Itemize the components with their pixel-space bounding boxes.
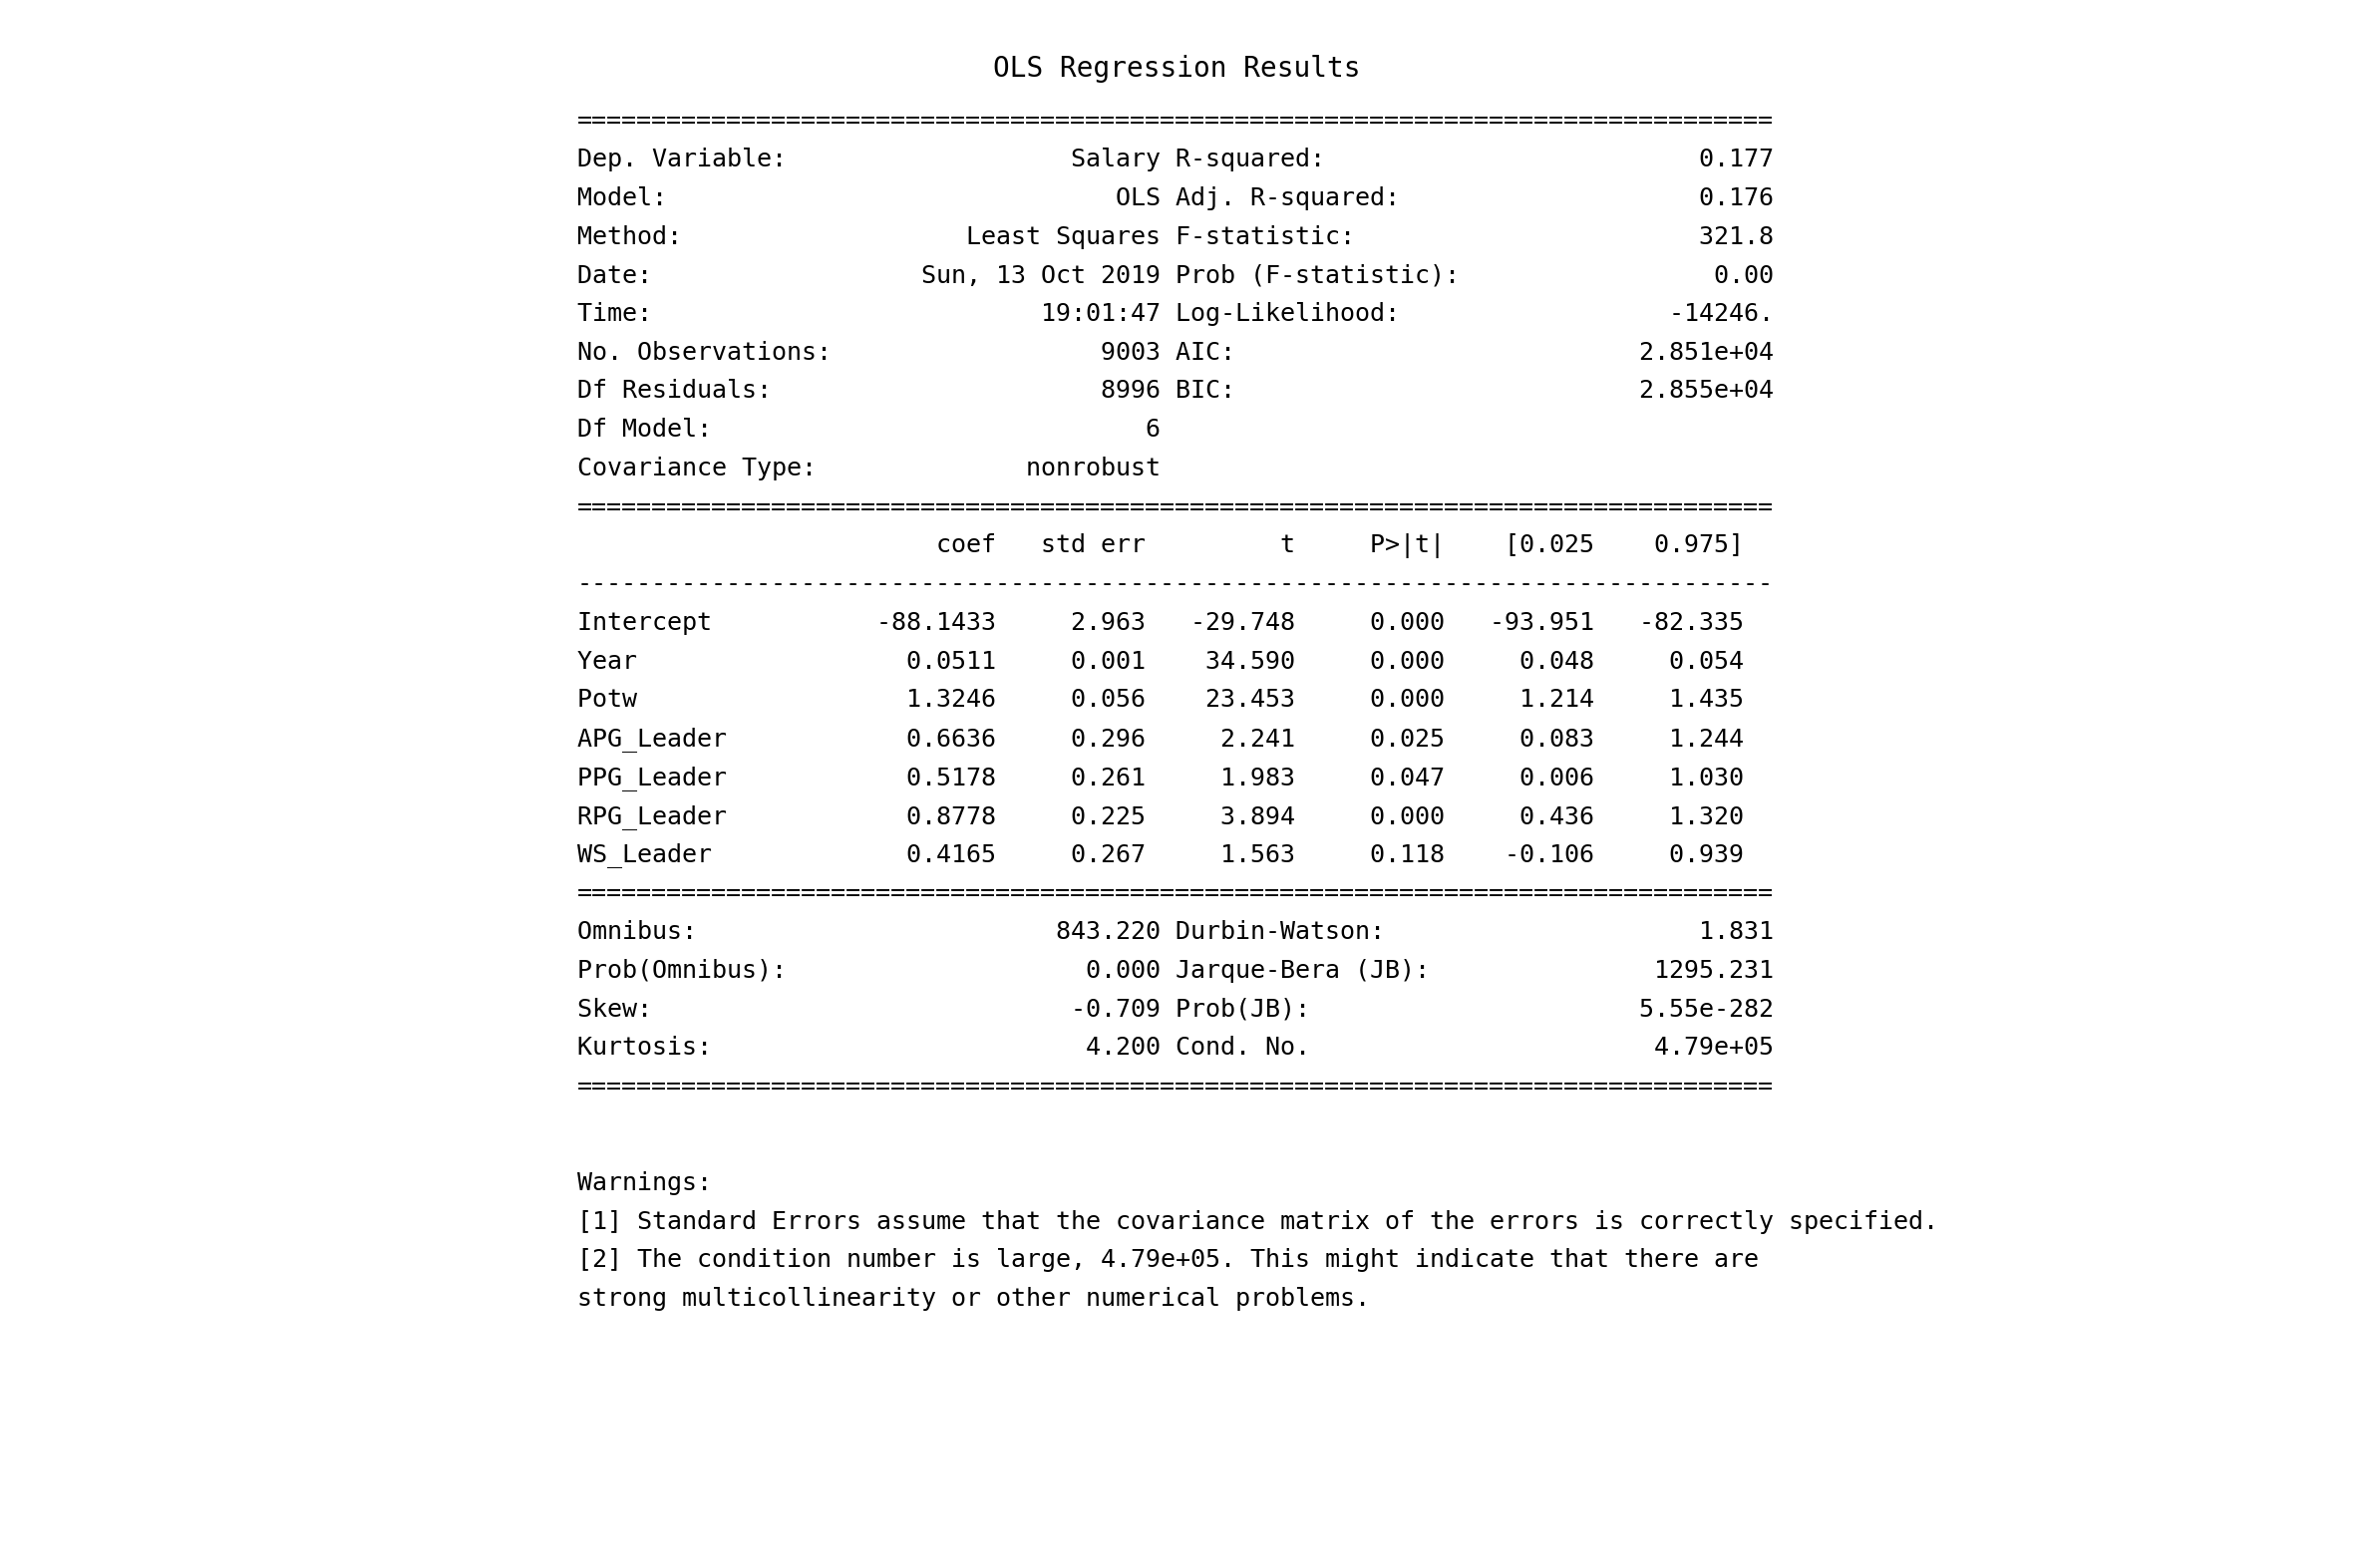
Text: ================================================================================: ========================================…: [576, 108, 1774, 133]
Text: APG_Leader            0.6636     0.296     2.241     0.025     0.083     1.244: APG_Leader 0.6636 0.296 2.241 0.025 0.08…: [576, 728, 1744, 751]
Text: WS_Leader             0.4165     0.267     1.563     0.118    -0.106     0.939: WS_Leader 0.4165 0.267 1.563 0.118 -0.10…: [576, 844, 1744, 867]
Text: Covariance Type:              nonrobust: Covariance Type: nonrobust: [576, 456, 1160, 480]
Text: Date:                  Sun, 13 Oct 2019 Prob (F-statistic):                 0.00: Date: Sun, 13 Oct 2019 Prob (F-statistic…: [576, 263, 1774, 287]
Text: Potw                  1.3246     0.056    23.453     0.000     1.214     1.435: Potw 1.3246 0.056 23.453 0.000 1.214 1.4…: [576, 688, 1744, 712]
Text: Prob(Omnibus):                    0.000 Jarque-Bera (JB):               1295.231: Prob(Omnibus): 0.000 Jarque-Bera (JB): 1…: [576, 958, 1774, 983]
Text: strong multicollinearity or other numerical problems.: strong multicollinearity or other numeri…: [576, 1287, 1369, 1311]
Text: ================================================================================: ========================================…: [576, 495, 1774, 519]
Text: Year                  0.0511     0.001    34.590     0.000     0.048     0.054: Year 0.0511 0.001 34.590 0.000 0.048 0.0…: [576, 649, 1744, 674]
Text: --------------------------------------------------------------------------------: ----------------------------------------…: [576, 572, 1774, 596]
Text: Omnibus:                        843.220 Durbin-Watson:                     1.831: Omnibus: 843.220 Durbin-Watson: 1.831: [576, 920, 1774, 944]
Text: [2] The condition number is large, 4.79e+05. This might indicate that there are: [2] The condition number is large, 4.79e…: [576, 1248, 1758, 1272]
Text: Warnings:: Warnings:: [576, 1171, 713, 1195]
Text: [1] Standard Errors assume that the covariance matrix of the errors is correctly: [1] Standard Errors assume that the cova…: [576, 1210, 1939, 1234]
Text: PPG_Leader            0.5178     0.261     1.983     0.047     0.006     1.030: PPG_Leader 0.5178 0.261 1.983 0.047 0.00…: [576, 765, 1744, 790]
Text: OLS Regression Results: OLS Regression Results: [993, 55, 1360, 83]
Text: RPG_Leader            0.8778     0.225     3.894     0.000     0.436     1.320: RPG_Leader 0.8778 0.225 3.894 0.000 0.43…: [576, 804, 1744, 829]
Text: Model:                              OLS Adj. R-squared:                    0.176: Model: OLS Adj. R-squared: 0.176: [576, 187, 1774, 210]
Text: ================================================================================: ========================================…: [576, 1074, 1774, 1099]
Text: Dep. Variable:                   Salary R-squared:                         0.177: Dep. Variable: Salary R-squared: 0.177: [576, 147, 1774, 171]
Text: Skew:                            -0.709 Prob(JB):                      5.55e-282: Skew: -0.709 Prob(JB): 5.55e-282: [576, 997, 1774, 1021]
Text: Df Model:                             6: Df Model: 6: [576, 419, 1160, 442]
Text: Method:                   Least Squares F-statistic:                       321.8: Method: Least Squares F-statistic: 321.8: [576, 224, 1774, 249]
Text: No. Observations:                  9003 AIC:                           2.851e+04: No. Observations: 9003 AIC: 2.851e+04: [576, 340, 1774, 365]
Text: coef   std err         t     P>|t|    [0.025    0.975]: coef std err t P>|t| [0.025 0.975]: [576, 533, 1744, 558]
Text: Intercept           -88.1433     2.963   -29.748     0.000   -93.951   -82.335: Intercept -88.1433 2.963 -29.748 0.000 -…: [576, 612, 1744, 635]
Text: ================================================================================: ========================================…: [576, 881, 1774, 905]
Text: Df Residuals:                      8996 BIC:                           2.855e+04: Df Residuals: 8996 BIC: 2.855e+04: [576, 379, 1774, 403]
Text: Kurtosis:                         4.200 Cond. No.                       4.79e+05: Kurtosis: 4.200 Cond. No. 4.79e+05: [576, 1036, 1774, 1060]
Text: Time:                          19:01:47 Log-Likelihood:                  -14246.: Time: 19:01:47 Log-Likelihood: -14246.: [576, 303, 1774, 326]
